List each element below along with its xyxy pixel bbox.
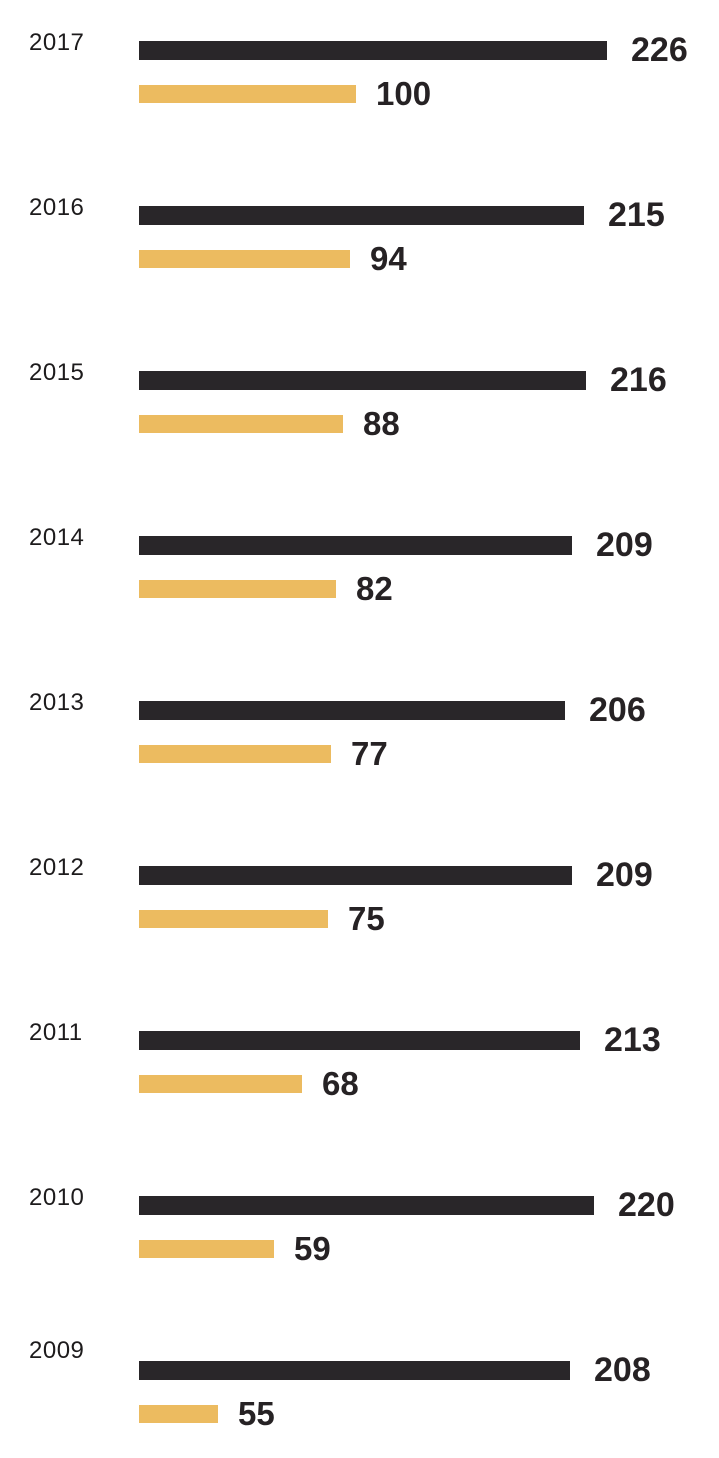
chart-row-2015: 2015 216 88 (0, 359, 719, 440)
gold-bar (139, 1404, 218, 1423)
gold-bar-value-label: 55 (238, 1395, 275, 1432)
dark-bar (139, 1360, 570, 1380)
chart-row-2009: 2009 208 55 (0, 1338, 719, 1430)
dark-bar-value-label: 213 (604, 1021, 661, 1059)
gold-bar-value-label: 88 (363, 405, 400, 442)
dark-bar-value-label: 209 (596, 856, 653, 894)
gold-bar (139, 744, 331, 763)
gold-bar (139, 1239, 274, 1258)
gold-bar (139, 414, 343, 433)
dark-bar (139, 1195, 594, 1215)
gold-bar-value-label: 77 (351, 735, 388, 772)
gold-bar-value-label: 82 (356, 570, 393, 607)
chart-row-2014: 2014 209 82 (0, 524, 719, 605)
gold-bar-value-label: 94 (370, 240, 407, 277)
gold-bar (139, 84, 356, 103)
dark-bar (139, 865, 572, 885)
chart-row-2011: 2011 213 68 (0, 1019, 719, 1100)
gold-bar-value-label: 75 (348, 900, 385, 937)
dark-bar-value-label: 216 (610, 361, 667, 399)
chart-row-2010: 2010 220 59 (0, 1184, 719, 1265)
gold-bar (139, 909, 328, 928)
year-label: 2011 (29, 1019, 83, 1046)
year-label: 2015 (29, 359, 85, 386)
year-label: 2012 (29, 854, 85, 881)
gold-bar (139, 1074, 302, 1093)
chart-row-2016: 2016 215 94 (0, 194, 719, 275)
dark-bar-value-label: 208 (594, 1351, 651, 1389)
chart-row-2013: 2013 206 77 (0, 689, 719, 770)
gold-bar-value-label: 68 (322, 1065, 359, 1102)
dark-bar-value-label: 226 (631, 31, 688, 69)
dark-bar-value-label: 206 (589, 691, 646, 729)
gold-bar-value-label: 100 (376, 75, 432, 112)
chart-row-2017: 2017 226 100 (0, 29, 719, 110)
dark-bar-value-label: 215 (608, 196, 665, 234)
year-label: 2016 (29, 194, 85, 221)
dark-bar (139, 205, 584, 225)
dark-bar (139, 700, 565, 720)
gold-bar-value-label: 59 (294, 1230, 331, 1267)
gold-bar (139, 579, 336, 598)
dark-bar-value-label: 209 (596, 526, 653, 564)
dark-bar (139, 535, 572, 555)
dark-bar (139, 370, 586, 390)
dark-bar (139, 40, 607, 60)
gold-bar (139, 249, 350, 268)
year-label: 2010 (29, 1184, 85, 1211)
year-label: 2014 (29, 524, 85, 551)
dark-bar-value-label: 220 (618, 1186, 675, 1224)
year-label: 2013 (29, 689, 85, 716)
dark-bar (139, 1030, 580, 1050)
year-label: 2009 (29, 1337, 85, 1364)
year-label: 2017 (29, 29, 85, 56)
chart-row-2012: 2012 209 75 (0, 854, 719, 935)
